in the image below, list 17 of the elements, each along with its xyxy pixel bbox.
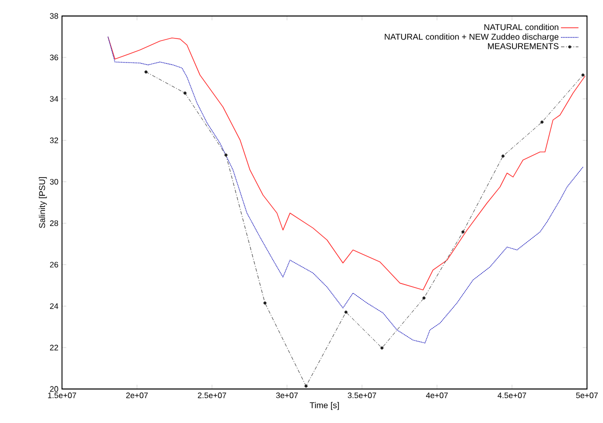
point [422, 296, 426, 300]
point [461, 230, 464, 234]
point [144, 70, 148, 74]
point [304, 384, 308, 388]
point [183, 92, 187, 95]
legend-label: NATURAL condition [484, 24, 558, 30]
point [540, 120, 544, 124]
y-axis-title: Salinity [PSU] [38, 177, 47, 228]
legend-label: MEASUREMENTS [488, 43, 558, 50]
point [581, 74, 584, 77]
x-axis-title: Time [s] [310, 402, 339, 410]
point [263, 301, 266, 305]
point [501, 154, 505, 158]
point [380, 346, 384, 350]
legend-label: NATURAL condition + NEW Zuddeo discharge [384, 34, 558, 42]
point [224, 154, 228, 157]
point [344, 310, 348, 314]
